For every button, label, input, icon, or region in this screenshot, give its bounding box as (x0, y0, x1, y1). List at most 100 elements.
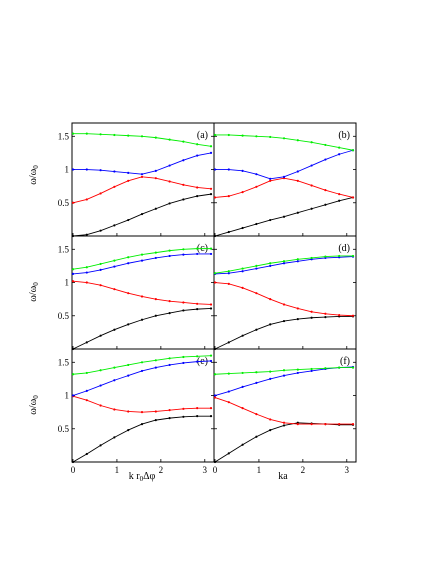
data-point-d-4-4 (255, 264, 258, 268)
data-point-b-3-4 (255, 173, 258, 176)
data-point-e-1-7 (154, 419, 157, 422)
data-point-c-1-11 (209, 307, 213, 310)
panel-f: 0 1 2 3 (f) (213, 348, 357, 475)
data-point-d-4-9 (324, 255, 327, 258)
data-point-e-4-8 (168, 357, 171, 360)
data-point-c-2-4 (113, 288, 116, 291)
data-point-c-3-10 (196, 252, 199, 256)
data-point-b-1-5 (269, 218, 272, 222)
data-point-e-2-5 (127, 410, 130, 413)
data-point-d-3-4 (255, 267, 258, 270)
data-point-e-2-2 (85, 399, 88, 402)
data-point-f-2-10 (338, 423, 341, 426)
data-point-d-4-2 (227, 270, 230, 273)
data-point-f-1-5 (269, 428, 272, 432)
data-point-a-2-5 (127, 179, 130, 182)
data-point-a-1-6 (140, 212, 144, 216)
data-point-c-2-1 (71, 280, 75, 283)
data-point-b-1-2 (227, 230, 230, 234)
data-point-c-1-5 (127, 323, 130, 326)
data-point-c-1-8 (168, 312, 171, 315)
data-point-a-2-10 (196, 186, 199, 189)
data-point-e-1-11 (209, 415, 213, 418)
data-point-f-2-11 (351, 423, 355, 426)
data-point-d-4-6 (282, 260, 286, 263)
data-point-c-4-11 (209, 247, 213, 250)
data-point-a-1-4 (113, 224, 116, 227)
data-point-c-3-9 (182, 253, 185, 256)
data-point-c-4-7 (154, 251, 157, 254)
data-point-f-3-8 (310, 369, 313, 373)
data-point-d-2-1 (213, 281, 217, 284)
x-tick-label-f-4: 3 (345, 465, 350, 475)
data-point-d-2-2 (227, 282, 230, 285)
x-tick-label-e-3: 2 (159, 465, 164, 475)
data-point-f-2-4 (255, 413, 258, 416)
data-point-f-1-6 (282, 424, 286, 427)
data-point-e-3-6 (140, 369, 144, 373)
data-point-a-2-3 (99, 192, 102, 195)
y-axis-label-top-sub: 0 (32, 165, 40, 169)
data-point-b-2-10 (338, 193, 341, 196)
data-point-f-3-3 (241, 385, 244, 388)
data-point-a-2-11 (209, 187, 213, 190)
data-point-a-4-11 (209, 145, 213, 148)
data-point-e-2-10 (196, 407, 199, 410)
data-point-f-3-4 (255, 381, 258, 384)
data-point-d-1-3 (241, 334, 244, 337)
x-axis-label-left: k r0Δφ (129, 471, 156, 483)
data-point-f-3-6 (282, 374, 286, 377)
panel-e: 0.511.50 1 2 3(e) (58, 348, 215, 475)
data-point-d-2-6 (282, 303, 286, 306)
x-tick-label-e-4: 3 (203, 465, 208, 475)
data-point-e-1-4 (113, 436, 116, 439)
y-tick-label-c-1: 0.5 (58, 311, 70, 321)
data-point-e-2-8 (168, 409, 171, 412)
y-tick-label-a-1: 0.5 (58, 198, 70, 208)
data-point-e-4-5 (127, 363, 130, 367)
panel-frame-f (213, 348, 357, 463)
data-point-c-3-1 (71, 272, 75, 275)
x-axis-label-left-sub: 0 (140, 475, 144, 483)
x-tick-label-f-2: 1 (257, 465, 262, 475)
data-point-b-4-2 (227, 133, 230, 137)
data-point-e-2-6 (140, 411, 144, 414)
data-point-d-4-3 (241, 267, 244, 270)
data-point-d-1-7 (296, 317, 299, 321)
data-point-e-4-10 (196, 355, 199, 358)
data-point-b-2-7 (296, 179, 299, 182)
data-point-a-4-9 (182, 140, 185, 143)
data-point-e-3-5 (127, 374, 130, 377)
data-point-a-2-4 (113, 185, 116, 188)
data-point-f-2-8 (310, 423, 313, 426)
data-point-d-1-9 (324, 315, 327, 319)
data-point-e-1-9 (182, 415, 185, 418)
data-point-d-2-4 (255, 292, 258, 295)
data-point-d-4-1 (213, 272, 217, 275)
data-point-f-2-1 (213, 396, 217, 399)
data-point-f-4-2 (227, 372, 230, 375)
data-point-c-1-3 (99, 334, 102, 337)
y-axis-label-middle: ω/ω0 (28, 282, 40, 302)
data-point-a-4-6 (140, 135, 144, 138)
x-axis-label-left-main: k r (129, 471, 141, 482)
panel-b: (b) (213, 122, 357, 238)
data-point-e-2-7 (154, 410, 157, 413)
data-point-c-2-7 (154, 298, 157, 301)
data-point-f-2-3 (241, 407, 244, 410)
data-point-f-2-6 (282, 421, 286, 424)
data-point-f-2-5 (269, 418, 272, 421)
data-point-d-3-7 (296, 260, 299, 263)
data-point-a-4-10 (196, 143, 199, 146)
data-point-f-4-4 (255, 371, 258, 374)
data-point-c-3-3 (99, 268, 102, 271)
data-point-b-3-7 (296, 170, 299, 173)
data-point-f-4-7 (296, 368, 299, 371)
data-point-a-4-3 (99, 133, 102, 136)
data-point-f-3-2 (227, 390, 230, 393)
data-point-e-4-7 (154, 359, 157, 362)
data-point-a-2-8 (168, 180, 171, 183)
data-point-b-4-5 (269, 135, 272, 139)
data-point-e-4-1 (71, 373, 75, 376)
data-point-b-3-6 (282, 175, 286, 178)
